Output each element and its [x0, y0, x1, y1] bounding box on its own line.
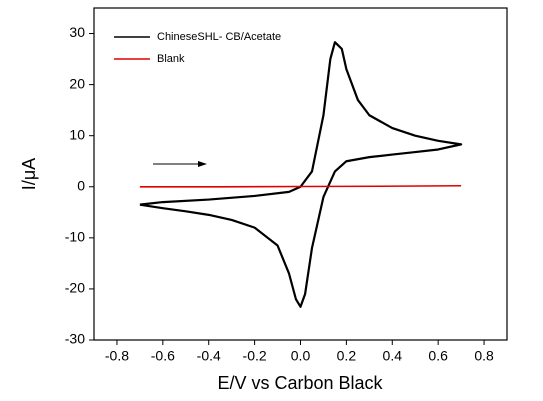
y-tick-label: -10: [65, 229, 85, 245]
x-tick-label: 0.4: [383, 348, 403, 364]
y-tick-label: -20: [65, 280, 85, 296]
y-tick-label: -30: [65, 331, 85, 347]
x-tick-label: 0.0: [291, 348, 311, 364]
y-tick-label: 0: [77, 177, 85, 193]
x-tick-label: 0.6: [428, 348, 448, 364]
plot-frame: [93, 7, 508, 341]
y-tick-label: 30: [69, 24, 85, 40]
series-line: [139, 41, 463, 308]
x-axis-title: E/V vs Carbon Black: [217, 373, 383, 393]
legend-label: ChineseSHL- CB/Acetate: [157, 31, 281, 43]
x-tick-label: 0.2: [337, 348, 357, 364]
x-tick-label: -0.8: [105, 348, 129, 364]
series-line: [139, 184, 462, 188]
x-tick-label: -0.4: [197, 348, 221, 364]
x-tick-label: -0.6: [151, 348, 175, 364]
scan-arrow-head: [198, 161, 207, 167]
x-tick-label: -0.2: [243, 348, 267, 364]
legend-label: Blank: [157, 53, 185, 65]
y-axis-title: I/μA: [19, 158, 39, 190]
y-tick-label: 20: [69, 75, 85, 91]
x-tick-label: 0.8: [474, 348, 494, 364]
y-tick-label: 10: [69, 126, 85, 142]
